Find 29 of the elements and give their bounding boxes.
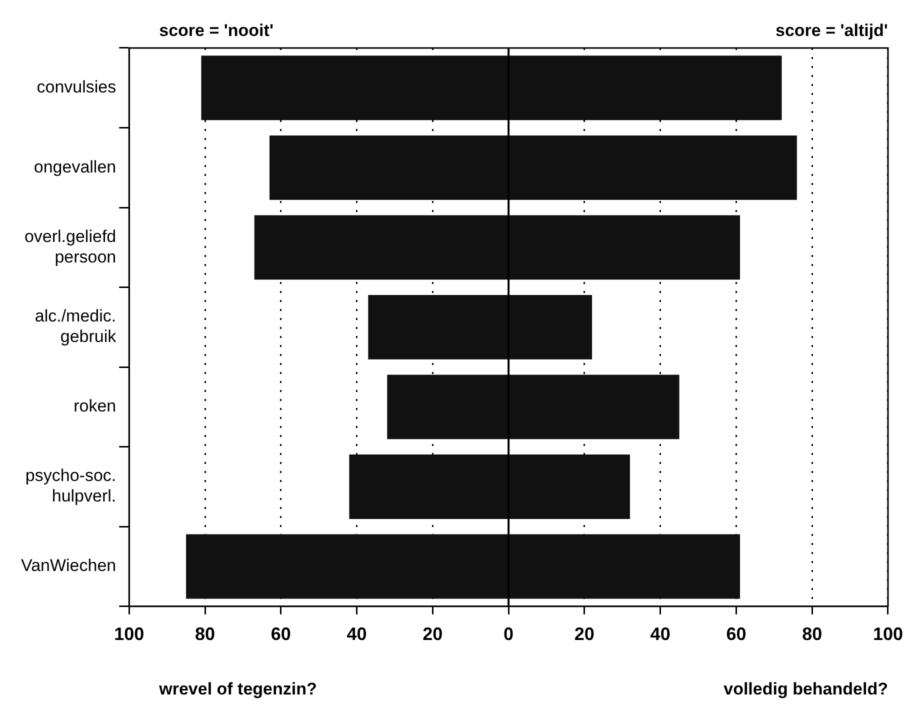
y-tick-label: VanWiechen <box>20 556 116 576</box>
bar <box>270 135 797 200</box>
x-tick-label: 80 <box>802 624 822 644</box>
y-tick-label: alc./medic. gebruik <box>34 306 117 346</box>
bar <box>368 294 592 360</box>
y-tick-label: roken <box>74 396 116 416</box>
text: score = 'nooit' <box>159 21 274 40</box>
text: volledig behandeld? <box>724 679 888 698</box>
x-tick-label: 40 <box>346 624 367 644</box>
text: wrevel of tegenzin? <box>158 679 317 698</box>
x-tick-label: 0 <box>504 624 514 644</box>
x-tick-label: 100 <box>872 624 904 644</box>
x-tick-label: 40 <box>650 624 670 644</box>
bar <box>349 454 630 519</box>
x-tick-label: 80 <box>194 624 216 644</box>
y-tick-label: convulsies <box>36 78 116 97</box>
y-tick-label: ongevallen <box>34 157 116 176</box>
bar <box>186 534 740 599</box>
x-tick-label: 20 <box>574 624 594 644</box>
y-tick-label: psycho-soc. hulpverl. <box>25 466 116 506</box>
bar <box>201 56 782 120</box>
text: score = 'altijd' <box>775 21 888 40</box>
x-tick-label: 100 <box>114 624 144 644</box>
bar <box>254 215 740 280</box>
y-tick-label: overl.geliefd persoon <box>24 226 116 266</box>
x-tick-label: 60 <box>726 624 746 644</box>
x-tick-label: 60 <box>270 624 291 644</box>
bar <box>387 374 680 440</box>
x-tick-label: 20 <box>422 624 443 644</box>
